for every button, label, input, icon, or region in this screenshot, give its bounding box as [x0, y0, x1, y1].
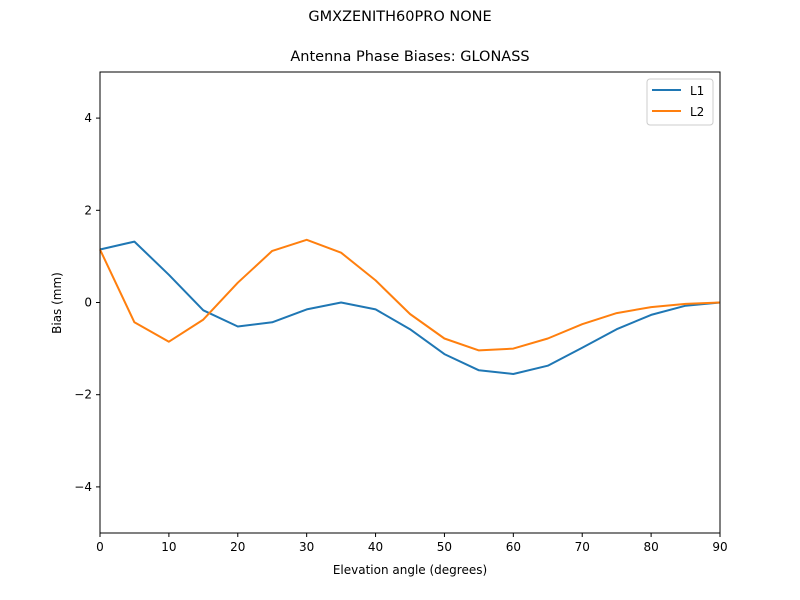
y-tick-label: 4	[84, 111, 92, 125]
x-tick-label: 80	[643, 540, 658, 554]
legend: L1 L2	[646, 78, 714, 126]
y-axis-ticks: −4 −2 0 2 4	[74, 111, 100, 494]
chart-title: Antenna Phase Biases: GLONASS	[290, 49, 530, 65]
y-tick-label: 0	[84, 296, 92, 310]
axes-frame	[99, 71, 721, 534]
x-tick-label: 0	[96, 540, 104, 554]
legend-label-l2: L2	[690, 105, 704, 119]
y-tick-label: −4	[74, 480, 92, 494]
x-tick-label: 60	[506, 540, 521, 554]
plot-lines	[99, 238, 721, 375]
figure-suptitle: GMXZENITH60PRO NONE	[308, 9, 492, 25]
series-line-l2	[99, 238, 721, 352]
x-tick-label: 30	[299, 540, 314, 554]
y-tick-label: −2	[74, 388, 92, 402]
x-tick-label: 10	[161, 540, 176, 554]
x-tick-label: 90	[712, 540, 727, 554]
legend-label-l1: L1	[690, 84, 704, 98]
x-axis-ticks: 0 10 20 30 40 50 60 70 80 90	[96, 533, 728, 554]
x-tick-label: 20	[230, 540, 245, 554]
y-tick-label: 2	[84, 203, 92, 217]
x-tick-label: 40	[368, 540, 383, 554]
x-tick-label: 70	[575, 540, 590, 554]
x-axis-label: Elevation angle (degrees)	[333, 563, 487, 577]
series-line-l1	[99, 240, 721, 375]
y-axis-label: Bias (mm)	[50, 272, 64, 334]
x-tick-label: 50	[437, 540, 452, 554]
